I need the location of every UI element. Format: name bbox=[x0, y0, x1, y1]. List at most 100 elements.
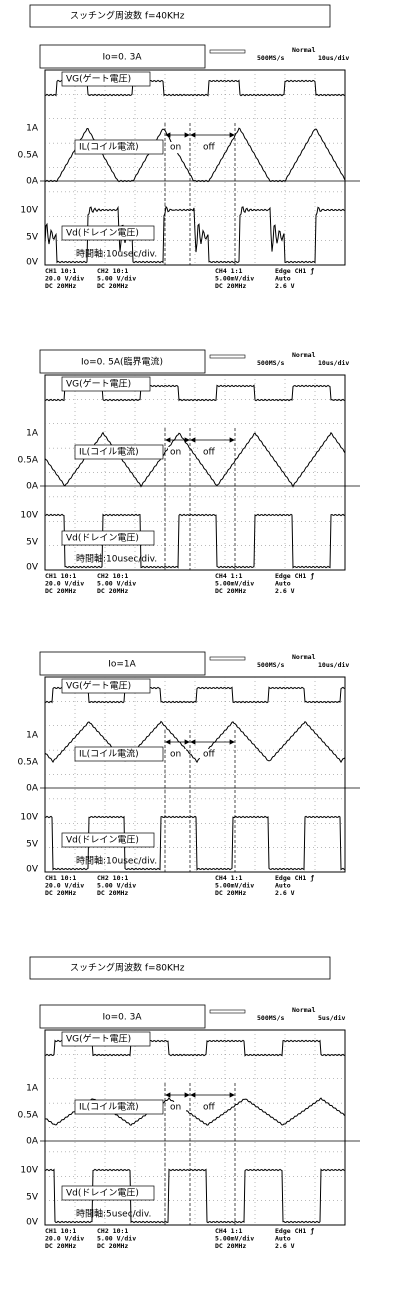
scale-label: 0V bbox=[26, 865, 39, 875]
section-title-box bbox=[29, 4, 331, 28]
channel-text: 5.00 V/div bbox=[97, 882, 136, 890]
timebase-label: 時間軸:5usec/div. bbox=[76, 1208, 151, 1220]
scale-label: 1A bbox=[26, 429, 39, 439]
on-bg bbox=[168, 142, 186, 153]
vg-trace bbox=[44, 79, 346, 97]
vg-label-box bbox=[61, 678, 151, 694]
channel-text: 20.0 V/div bbox=[45, 275, 84, 283]
vd-trace bbox=[44, 1168, 346, 1224]
channel-text: DC 20MHz bbox=[97, 1242, 128, 1250]
channel-text: 5.00mV/div bbox=[215, 580, 254, 588]
off-bg bbox=[200, 749, 220, 760]
section-title: スッチング周波数 f=80KHz bbox=[70, 962, 185, 974]
scope-timebase: 10us/div bbox=[318, 661, 349, 669]
channel-text: Edge CH1 ƒ bbox=[275, 1227, 314, 1235]
channel-text: DC 20MHz bbox=[45, 282, 76, 290]
channel-text: 2.6 V bbox=[275, 587, 295, 595]
vd-trace bbox=[44, 815, 346, 871]
scope-mode: Normal bbox=[292, 46, 316, 54]
scope-rate: 500MS/s bbox=[257, 359, 284, 367]
scale-label: 5V bbox=[26, 538, 39, 548]
channel-text: CH2 10:1 bbox=[97, 1227, 128, 1235]
channel-text: 5.00mV/div bbox=[215, 275, 254, 283]
il-trace bbox=[44, 1097, 346, 1126]
vd-label-box bbox=[61, 225, 155, 241]
scale-label: 0.5A bbox=[18, 151, 39, 161]
il-trace bbox=[44, 431, 346, 488]
vg-label-box bbox=[61, 71, 151, 87]
timebase-label: 時間軸:10usec/div. bbox=[76, 855, 157, 867]
il-label-box bbox=[74, 139, 164, 155]
vg-trace bbox=[44, 1039, 346, 1057]
off-bg bbox=[200, 142, 220, 153]
off-label: off bbox=[203, 1103, 216, 1113]
off-arrow bbox=[190, 437, 235, 443]
scale-label: 0.5A bbox=[18, 1111, 39, 1121]
channel-text: 5.00mV/div bbox=[215, 882, 254, 890]
channel-text: 20.0 V/div bbox=[45, 882, 84, 890]
channel-text: Edge CH1 ƒ bbox=[275, 267, 314, 275]
on-bg bbox=[168, 749, 186, 760]
scope-rate: 500MS/s bbox=[257, 1014, 284, 1022]
channel-text: 20.0 V/div bbox=[45, 1235, 84, 1243]
channel-text: CH1 10:1 bbox=[45, 572, 76, 580]
channel-text: CH2 10:1 bbox=[97, 572, 128, 580]
channel-text: Edge CH1 ƒ bbox=[275, 572, 314, 580]
scale-label: 1A bbox=[26, 1084, 39, 1094]
scale-label: 0V bbox=[26, 1218, 39, 1228]
panel-label: Io=1A bbox=[108, 660, 136, 670]
vd-label: Vd(ドレイン電圧) bbox=[66, 835, 139, 846]
scope-bar bbox=[209, 656, 246, 661]
scale-label: 5V bbox=[26, 840, 39, 850]
channel-text: DC 20MHz bbox=[45, 1242, 76, 1250]
il-label-box bbox=[74, 1099, 164, 1115]
section-title: スッチング周波数 f=40KHz bbox=[70, 10, 185, 22]
channel-text: CH1 10:1 bbox=[45, 874, 76, 882]
off-label: off bbox=[203, 448, 216, 458]
channel-text: CH2 10:1 bbox=[97, 874, 128, 882]
on-arrow bbox=[165, 132, 190, 138]
scale-label: 0A bbox=[26, 784, 39, 794]
channel-text: Auto bbox=[275, 1235, 291, 1243]
scale-label: 5V bbox=[26, 1193, 39, 1203]
vd-label: Vd(ドレイン電圧) bbox=[66, 533, 139, 544]
scale-label: 0.5A bbox=[18, 758, 39, 768]
on-arrow bbox=[165, 437, 190, 443]
channel-text: DC 20MHz bbox=[215, 889, 246, 897]
off-label: off bbox=[203, 750, 216, 760]
scale-label: 0A bbox=[26, 1137, 39, 1147]
panel-label: Io=0. 3A bbox=[102, 53, 142, 63]
vg-label: VG(ゲート電圧) bbox=[66, 1033, 131, 1045]
vg-label-box bbox=[61, 1031, 151, 1047]
channel-text: DC 20MHz bbox=[215, 282, 246, 290]
timebase-label: 時間軸:10usec/div. bbox=[76, 553, 157, 565]
scope-timebase: 10us/div bbox=[318, 54, 349, 62]
channel-text: DC 20MHz bbox=[215, 1242, 246, 1250]
scope-bar bbox=[209, 354, 246, 359]
scale-label: 1A bbox=[26, 731, 39, 741]
vd-label-box bbox=[61, 832, 155, 848]
timebase-label: 時間軸:10usec/div. bbox=[76, 248, 157, 260]
channel-text: Auto bbox=[275, 882, 291, 890]
scope-bar bbox=[209, 49, 246, 54]
scale-label: 10V bbox=[20, 206, 38, 216]
on-bg bbox=[168, 447, 186, 458]
on-label: on bbox=[170, 143, 181, 153]
channel-text: 2.6 V bbox=[275, 1242, 295, 1250]
il-label: IL(コイル電流) bbox=[79, 141, 139, 153]
on-label: on bbox=[170, 448, 181, 458]
scope-bar bbox=[209, 1009, 246, 1014]
channel-text: DC 20MHz bbox=[97, 282, 128, 290]
scope-rate: 500MS/s bbox=[257, 661, 284, 669]
channel-text: 5.00 V/div bbox=[97, 275, 136, 283]
channel-text: CH4 1:1 bbox=[215, 874, 242, 882]
off-arrow bbox=[190, 132, 235, 138]
il-label-box bbox=[74, 746, 164, 762]
panel-label-box bbox=[39, 651, 206, 676]
scale-label: 1A bbox=[26, 124, 39, 134]
on-label: on bbox=[170, 750, 181, 760]
section-title-box bbox=[29, 956, 331, 980]
channel-text: DC 20MHz bbox=[45, 889, 76, 897]
vg-trace bbox=[44, 686, 346, 704]
